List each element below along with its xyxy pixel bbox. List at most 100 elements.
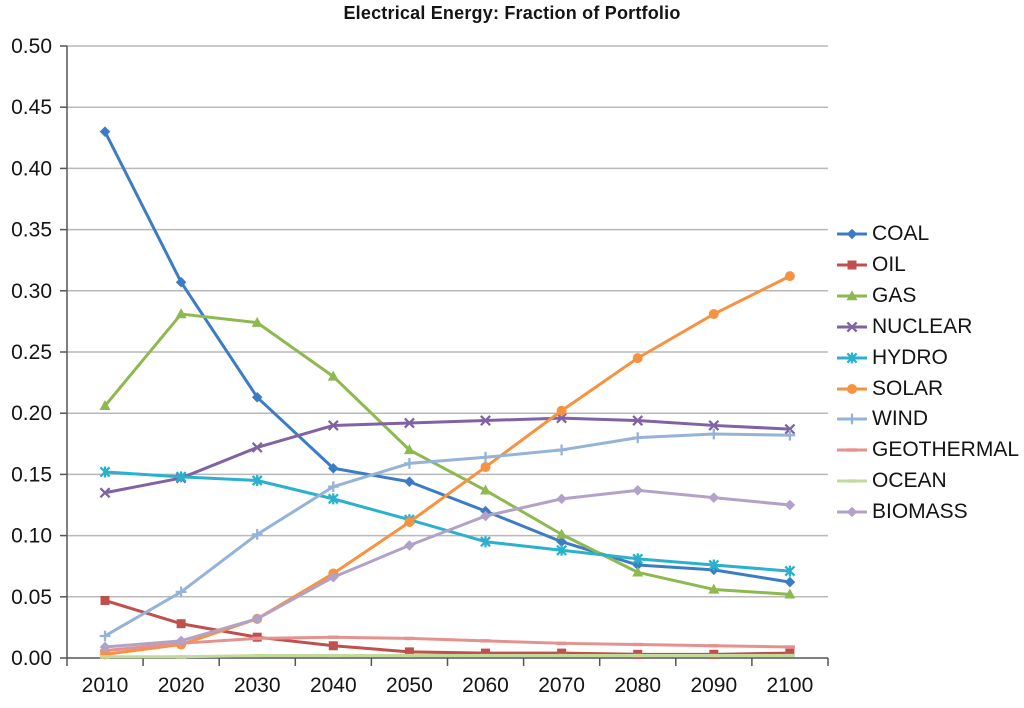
series-marker-solar — [404, 517, 415, 528]
series-marker-wind — [251, 528, 263, 540]
y-tick-label: 0.45 — [11, 96, 52, 119]
series-marker-biomass — [404, 540, 415, 551]
series-marker-gas — [327, 370, 339, 381]
series-coal — [99, 126, 796, 588]
legend-item-ocean: OCEAN — [836, 470, 947, 492]
series-marker-wind — [784, 429, 796, 441]
legend-item-wind: WIND — [836, 408, 928, 430]
x-tick-label: 2060 — [462, 674, 509, 697]
series-line-coal — [103, 130, 792, 584]
series-marker-wind — [327, 481, 339, 493]
series-marker-wind — [175, 586, 187, 598]
series-gas — [99, 308, 796, 599]
series-marker-nuclear — [99, 487, 111, 499]
series-marker-biomass — [328, 571, 339, 583]
series-marker-solar — [480, 462, 491, 473]
series-marker-biomass — [556, 493, 567, 505]
x-tick-label: 2020 — [158, 674, 205, 697]
y-tick-label: 0.40 — [11, 157, 52, 180]
legend-marker-glyph-biomass — [846, 506, 858, 518]
series-nuclear — [99, 412, 796, 499]
legend-marker-gas-icon — [837, 289, 867, 300]
legend-item-hydro: HYDRO — [836, 346, 948, 369]
series-marker-hydro — [708, 559, 720, 571]
y-tick-label: 0.30 — [11, 280, 52, 303]
series-marker-oil — [176, 619, 186, 629]
series-marker-geothermal — [404, 636, 415, 641]
series-marker-nuclear — [784, 423, 796, 435]
legend-marker-geothermal-icon — [837, 448, 867, 452]
series-marker-wind — [632, 432, 644, 444]
series-marker-biomass — [251, 613, 263, 625]
series-marker-oil — [328, 641, 338, 651]
legend-label-nuclear: NUCLEAR — [872, 314, 973, 338]
x-tick-label: 2070 — [538, 674, 585, 697]
series-marker-gas — [99, 400, 111, 411]
series-marker-nuclear — [556, 412, 568, 424]
series-line-gas — [103, 312, 792, 596]
legend-item-coal: COAL — [836, 223, 929, 245]
series-marker-nuclear — [403, 417, 415, 429]
series-marker-biomass — [99, 641, 111, 653]
series-biomass — [99, 485, 796, 653]
legend-marker-solar-icon — [837, 383, 867, 394]
series-line-wind — [103, 432, 792, 638]
legend-item-gas: GAS — [836, 284, 916, 307]
series-marker-solar — [784, 271, 795, 282]
series-marker-geothermal — [632, 642, 643, 647]
series-marker-wind — [404, 457, 415, 469]
series-marker-geothermal — [480, 639, 491, 643]
series-marker-wind — [556, 444, 567, 456]
series-marker-coal — [328, 462, 339, 474]
legend-marker-glyph-oil — [847, 260, 857, 270]
y-tick-label: 0.35 — [11, 219, 52, 242]
series-marker-solar — [708, 309, 719, 320]
series-marker-hydro — [632, 553, 644, 565]
series-marker-gas — [480, 484, 491, 495]
series-line-solar — [103, 274, 792, 656]
series-marker-ocean — [328, 653, 339, 658]
series-marker-geothermal — [784, 645, 795, 649]
y-tick-label: 0.25 — [11, 341, 52, 364]
legend-label-biomass: BIOMASS — [872, 500, 968, 524]
series-marker-coal — [251, 391, 263, 403]
series-marker-oil — [481, 648, 490, 658]
chart-title: Electrical Energy: Fraction of Portfolio — [343, 3, 681, 23]
series-marker-hydro — [327, 493, 339, 505]
legend-marker-glyph-nuclear — [846, 321, 858, 333]
legend-marker-coal-icon — [837, 228, 867, 240]
series-marker-ocean — [784, 653, 795, 658]
series-marker-gas — [175, 308, 187, 319]
series-marker-ocean — [708, 653, 719, 658]
y-tick-label: 0.00 — [11, 647, 52, 670]
legend-label-oil: OIL — [872, 252, 906, 276]
series-marker-coal — [99, 126, 111, 137]
x-tick-label: 2030 — [234, 674, 281, 697]
series-marker-biomass — [632, 485, 643, 496]
legend-item-oil: OIL — [836, 252, 906, 276]
series-marker-geothermal — [556, 641, 567, 646]
series-marker-ocean — [556, 653, 567, 658]
series-marker-gas — [708, 583, 720, 594]
series-marker-ocean — [404, 653, 415, 658]
series-marker-oil — [557, 648, 567, 658]
legend-item-geothermal: GEOTHERMAL — [836, 439, 1019, 461]
legend-marker-glyph-coal — [846, 228, 858, 240]
series-geothermal — [100, 635, 795, 653]
x-tick-label: 2040 — [310, 674, 357, 697]
series-marker-ocean — [252, 653, 263, 658]
series-marker-wind — [99, 630, 111, 642]
x-tick-label: 2080 — [614, 674, 661, 697]
series-marker-oil — [404, 647, 414, 657]
series-line-nuclear — [103, 416, 792, 495]
series-marker-nuclear — [708, 420, 720, 431]
legend-marker-biomass-icon — [837, 506, 867, 518]
series-marker-ocean — [100, 655, 110, 659]
legend-item-biomass: BIOMASS — [836, 501, 968, 523]
legend-item-solar: SOLAR — [836, 377, 943, 400]
legend-marker-glyph-hydro — [846, 352, 858, 364]
series-marker-hydro — [556, 544, 568, 556]
x-tick-label: 2010 — [82, 674, 129, 697]
legend-marker-oil-icon — [837, 260, 867, 270]
series-line-biomass — [103, 488, 792, 649]
